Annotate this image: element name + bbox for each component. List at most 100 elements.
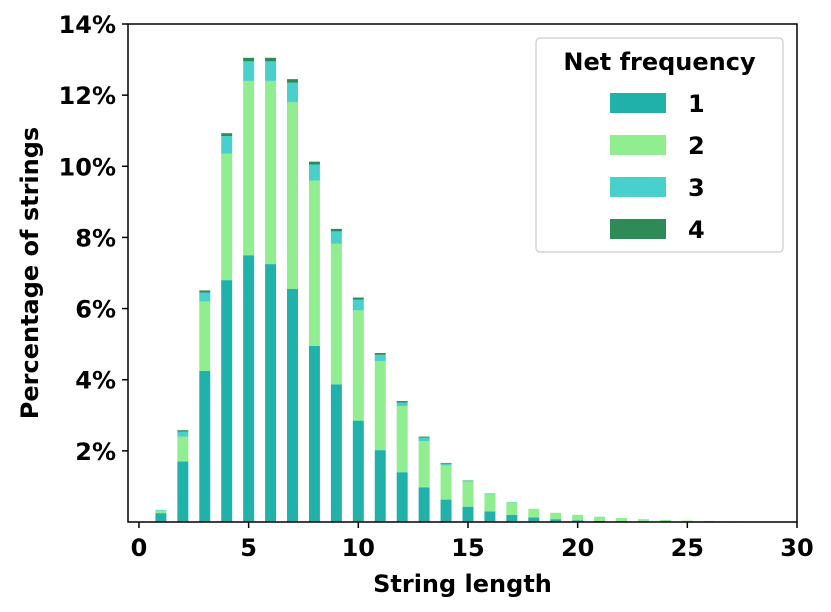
bar-segment-x17-series-1 [506, 514, 518, 522]
bar-segment-x3-series-4 [199, 290, 211, 293]
bar-segment-x16-series-1 [484, 511, 496, 522]
y-tick-label: 12% [59, 82, 116, 110]
y-tick-label: 2% [75, 438, 116, 466]
bar-segment-x2-series-4 [177, 430, 189, 432]
bar-segment-x6-series-3 [265, 61, 277, 81]
bar-segment-x18-series-1 [528, 517, 540, 522]
bar-segment-x15-series-3 [462, 480, 474, 482]
x-axis-title: String length [373, 570, 552, 598]
bar-segment-x13-series-3 [418, 437, 430, 442]
plot-frame [127, 23, 798, 523]
x-tick-label: 5 [240, 534, 257, 562]
x-axis-ticks: 0 5 10 15 20 25 30 [131, 522, 814, 562]
bar-segment-x3-series-2 [199, 301, 211, 371]
bar-segment-x5-series-2 [243, 80, 255, 256]
legend-label-2: 2 [688, 132, 705, 160]
bar-segment-x3-series-3 [199, 292, 211, 302]
legend: Net frequency 1 2 3 4 [535, 37, 784, 253]
y-tick-label: 10% [59, 153, 116, 181]
bar-segment-x9-series-2 [330, 243, 342, 385]
bar-segment-x13-series-4 [418, 436, 430, 438]
bar-segment-x5-series-3 [243, 61, 255, 81]
bar-segment-x8-series-1 [308, 345, 320, 522]
legend-label-3: 3 [688, 174, 705, 202]
bars-layer [155, 57, 737, 522]
bar-segment-x10-series-2 [352, 310, 364, 421]
bar-segment-x1-series-1 [155, 513, 167, 522]
bar-segment-x7-series-4 [287, 79, 298, 83]
bar-segment-x11-series-2 [374, 361, 386, 451]
bar-segment-x2-series-2 [177, 436, 189, 462]
y-tick-label: 6% [75, 296, 116, 324]
y-tick-label: 8% [75, 224, 116, 252]
bar-segment-x7-series-1 [287, 289, 298, 522]
bar-segment-x5-series-4 [243, 57, 255, 62]
bar-segment-x5-series-1 [243, 255, 255, 522]
bar-segment-x24-series-2 [659, 519, 671, 522]
bar-segment-x11-series-4 [374, 353, 386, 355]
y-axis-title: Percentage of strings [16, 127, 44, 419]
legend-items: 1 2 3 4 [610, 90, 705, 244]
bar-segment-x9-series-4 [330, 228, 342, 232]
y-tick-label: 4% [75, 367, 116, 395]
bar-segment-x20-series-2 [572, 514, 584, 521]
bar-segment-x7-series-3 [287, 82, 298, 103]
bar-segment-x10-series-3 [352, 299, 364, 311]
bar-segment-x10-series-4 [352, 297, 364, 300]
bar-segment-x2-series-3 [177, 431, 189, 437]
bar-segment-x11-series-3 [374, 354, 386, 362]
bar-segment-x17-series-2 [506, 502, 518, 515]
bar-segment-x23-series-2 [637, 519, 649, 522]
bar-segment-x12-series-4 [396, 401, 408, 403]
x-tick-label: 25 [671, 534, 704, 562]
x-tick-label: 30 [780, 534, 813, 562]
bar-segment-x9-series-1 [330, 384, 342, 522]
bar-segment-x4-series-1 [221, 280, 233, 522]
bar-segment-x14-series-3 [440, 463, 452, 466]
bar-segment-x13-series-1 [418, 487, 430, 522]
bar-segment-x14-series-4 [440, 462, 452, 464]
x-tick-label: 10 [342, 534, 375, 562]
bar-segment-x6-series-4 [265, 57, 277, 62]
bar-segment-x10-series-1 [352, 420, 364, 522]
bar-segment-x2-series-1 [177, 461, 189, 522]
bar-segment-x7-series-2 [287, 102, 298, 290]
bar-segment-x19-series-1 [550, 519, 562, 522]
bar-segment-x21-series-2 [594, 516, 606, 521]
bar-segment-x22-series-2 [616, 518, 628, 522]
bar-segment-x19-series-2 [550, 512, 562, 520]
bar-segment-x16-series-2 [484, 494, 496, 512]
legend-label-1: 1 [688, 90, 705, 118]
x-tick-label: 15 [451, 534, 484, 562]
y-tick-label: 14% [59, 11, 116, 39]
y-axis-ticks: 2% 4% 6% 8% 10% 12% 14% [59, 11, 128, 466]
bar-segment-x8-series-3 [308, 164, 320, 181]
bar-segment-x11-series-1 [374, 450, 386, 522]
bar-segment-x3-series-1 [199, 370, 211, 522]
bar-segment-x12-series-1 [396, 472, 408, 522]
bar-segment-x4-series-4 [221, 133, 233, 137]
bar-segment-x9-series-3 [330, 231, 342, 244]
bar-segment-x4-series-2 [221, 153, 233, 281]
bar-segment-x12-series-3 [396, 402, 408, 407]
bar-segment-x1-series-3 [155, 509, 167, 511]
bar-segment-x15-series-1 [462, 506, 474, 522]
bar-segment-x6-series-1 [265, 264, 277, 522]
bar-segment-x6-series-2 [265, 80, 277, 265]
bar-segment-x15-series-2 [462, 481, 474, 507]
bar-segment-x4-series-3 [221, 136, 233, 154]
legend-swatch-1 [610, 93, 666, 113]
bar-segment-x14-series-1 [440, 499, 452, 522]
bar-segment-x1-series-2 [155, 510, 167, 514]
x-tick-label: 20 [561, 534, 594, 562]
legend-swatch-2 [610, 135, 666, 155]
bar-segment-x8-series-2 [308, 180, 320, 346]
legend-title: Net frequency [563, 48, 756, 76]
x-tick-label: 0 [131, 534, 148, 562]
bar-segment-x14-series-2 [440, 465, 452, 500]
bar-segment-x8-series-4 [308, 161, 320, 165]
bar-segment-x12-series-2 [396, 406, 408, 473]
legend-swatch-3 [610, 177, 666, 197]
bar-segment-x13-series-2 [418, 441, 430, 488]
